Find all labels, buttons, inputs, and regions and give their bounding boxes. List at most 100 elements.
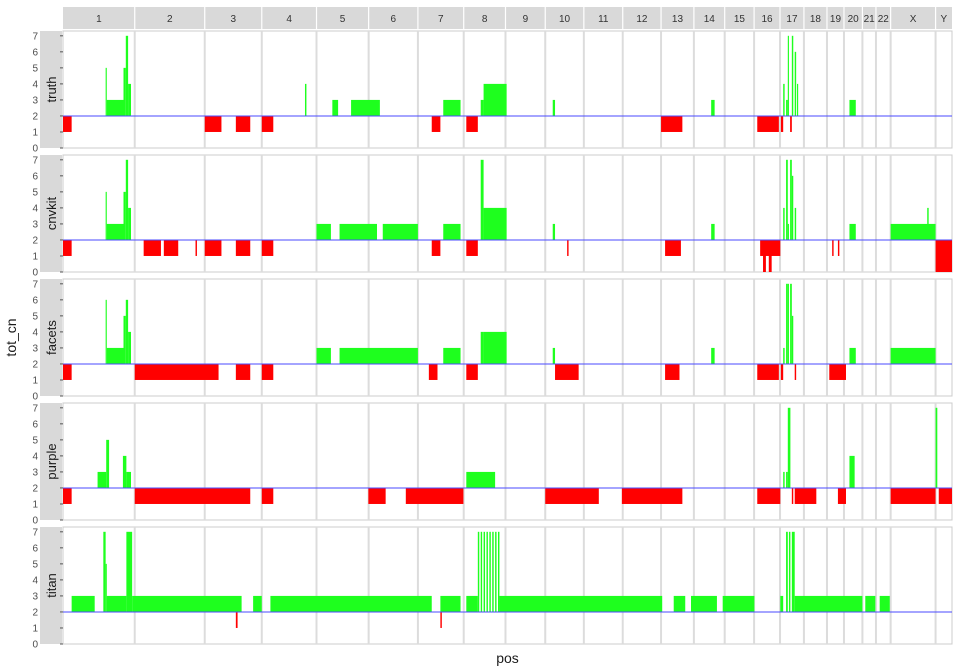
- gain-segment: [780, 595, 784, 612]
- gain-segment: [128, 331, 131, 364]
- gain-segment: [480, 331, 484, 364]
- y-tick-label: 2: [32, 359, 38, 370]
- y-tick-label: 0: [32, 516, 38, 527]
- y-tick-label: 4: [32, 203, 38, 214]
- y-tick-label: 6: [32, 543, 38, 554]
- y-tick-label: 3: [32, 343, 38, 354]
- loss-segment: [890, 487, 936, 504]
- loss-segment: [832, 239, 834, 256]
- gain-segment: [71, 595, 95, 612]
- loss-segment: [204, 239, 222, 256]
- gain-segment: [332, 99, 339, 116]
- y-tick-label: 0: [32, 392, 38, 403]
- y-tick-label: 4: [32, 327, 38, 338]
- loss-segment: [235, 363, 251, 380]
- gain-segment: [477, 531, 480, 612]
- x-axis-title: pos: [496, 650, 519, 666]
- y-tick-label: 7: [32, 31, 38, 42]
- chrom-strip-9: [505, 7, 546, 29]
- gain-segment: [783, 207, 785, 240]
- chrom-label-6: 6: [390, 14, 396, 25]
- y-tick-label: 3: [32, 95, 38, 106]
- loss-segment: [780, 363, 784, 380]
- chrom-strip-2: [134, 7, 205, 29]
- y-tick-label: 7: [32, 527, 38, 538]
- gain-segment: [339, 223, 378, 240]
- gain-segment: [270, 595, 432, 612]
- chrom-label-11: 11: [598, 14, 609, 25]
- gain-segment: [122, 455, 127, 488]
- panel-strip-cnvkit: [40, 155, 62, 272]
- gain-segment: [489, 531, 491, 612]
- chrom-strip-22: [875, 7, 891, 29]
- y-tick-label: 6: [32, 47, 38, 58]
- chrom-label-16: 16: [761, 14, 773, 25]
- loss-segment: [440, 611, 442, 628]
- gain-segment: [128, 207, 131, 240]
- loss-segment: [567, 239, 569, 256]
- gain-segment: [132, 595, 242, 612]
- panel-label-purple: purple: [44, 443, 59, 479]
- loss-segment: [261, 115, 274, 132]
- y-tick-label: 5: [32, 311, 38, 322]
- gain-segment: [440, 595, 461, 612]
- gain-segment: [711, 347, 715, 364]
- panel-label-cnvkit: cnvkit: [44, 196, 59, 230]
- loss-segment: [665, 363, 680, 380]
- chrom-strip-18: [803, 7, 827, 29]
- gain-segment: [351, 99, 380, 116]
- gain-segment: [788, 531, 791, 612]
- y-tick-label: 3: [32, 219, 38, 230]
- y-tick-label: 3: [32, 591, 38, 602]
- y-tick-label: 1: [32, 623, 38, 634]
- gain-segment: [316, 347, 331, 364]
- chrom-strip-X: [890, 7, 936, 29]
- gain-segment: [443, 347, 461, 364]
- chrom-label-4: 4: [286, 14, 292, 25]
- loss-segment: [261, 487, 274, 504]
- chrom-label-21: 21: [864, 14, 876, 25]
- loss-segment: [63, 363, 72, 380]
- gain-segment: [497, 531, 500, 612]
- chrom-strip-21: [862, 7, 876, 29]
- y-tick-label: 0: [32, 144, 38, 155]
- loss-segment: [466, 363, 478, 380]
- panel-strip-facets: [40, 279, 62, 396]
- gain-segment: [849, 99, 856, 116]
- gain-segment: [128, 83, 131, 116]
- chrom-strip-11: [583, 7, 623, 29]
- loss-segment: [621, 487, 683, 504]
- gain-segment: [794, 595, 863, 612]
- gain-segment: [786, 159, 788, 240]
- gain-segment: [105, 299, 107, 364]
- chrom-label-3: 3: [230, 14, 236, 25]
- chrom-strip-16: [754, 7, 781, 29]
- chrom-label-20: 20: [848, 14, 860, 25]
- chrom-strip-10: [545, 7, 584, 29]
- chrom-strip-Y: [935, 7, 952, 29]
- y-tick-label: 6: [32, 171, 38, 182]
- y-tick-label: 1: [32, 375, 38, 386]
- gain-segment: [849, 455, 855, 488]
- gain-segment: [786, 531, 788, 612]
- gain-segment: [123, 191, 126, 240]
- gain-segment: [786, 471, 788, 488]
- loss-segment: [837, 487, 846, 504]
- loss-segment: [661, 115, 683, 132]
- gain-segment: [466, 471, 496, 488]
- loss-segment: [63, 487, 72, 504]
- gain-segment: [483, 207, 507, 240]
- gain-segment: [890, 223, 936, 240]
- gain-segment: [495, 531, 497, 612]
- panel-strip-truth: [40, 31, 62, 148]
- panel-strip-titan: [40, 527, 62, 644]
- gain-segment: [786, 99, 788, 116]
- gain-segment: [552, 99, 556, 116]
- gain-segment: [552, 347, 556, 364]
- chrom-strip-14: [693, 7, 725, 29]
- gain-segment: [794, 207, 797, 240]
- panel-label-truth: truth: [44, 76, 59, 102]
- chrom-label-18: 18: [810, 14, 822, 25]
- loss-segment: [780, 115, 784, 132]
- loss-segment: [466, 115, 478, 132]
